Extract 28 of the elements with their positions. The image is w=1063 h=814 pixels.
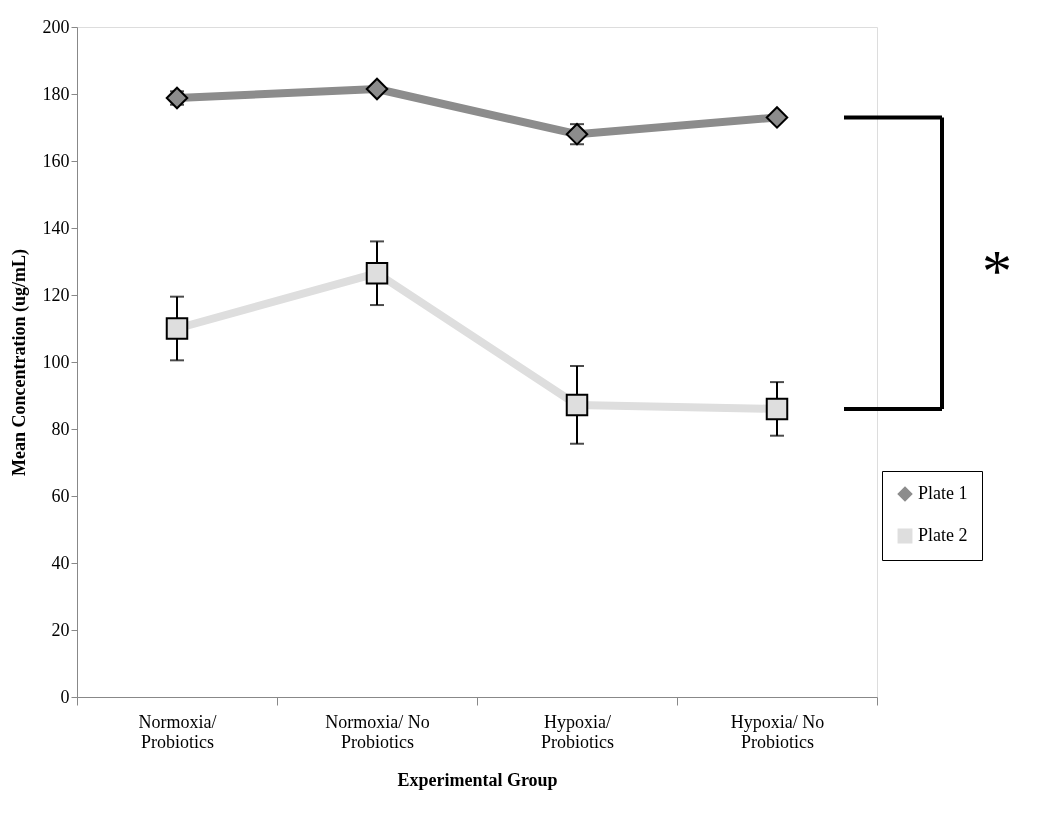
y-tick-label: 120 [42, 284, 70, 305]
y-tick-label: 160 [42, 150, 70, 171]
y-tick-label: 140 [42, 217, 70, 238]
point [365, 261, 389, 285]
point [565, 393, 589, 417]
x-axis-title: Experimental Group [397, 769, 558, 790]
y-tick-label: 40 [51, 552, 70, 573]
y-tick-label: 60 [51, 485, 70, 506]
text: * [982, 238, 1012, 305]
point [165, 317, 189, 340]
x-tick-label: Normoxia/ No Probiotics [325, 711, 430, 752]
legend-label: Plate 2 [918, 525, 968, 545]
legend-label: Plate 1 [918, 483, 968, 503]
x-tick-label: Normoxia/ Probiotics [138, 711, 217, 752]
point [365, 77, 389, 101]
y-tick-label: 200 [42, 16, 70, 37]
point [765, 397, 789, 421]
x-tick-label: Hypoxia/ Probiotics [540, 711, 615, 752]
point [765, 106, 789, 129]
y-tick-label: 80 [51, 418, 70, 439]
y-tick-label: 180 [42, 83, 70, 104]
point [565, 122, 589, 146]
y-tick-label: 100 [42, 351, 70, 372]
y-tick-label: 20 [51, 619, 70, 640]
y-tick-label: 0 [60, 686, 70, 707]
x-tick-label: Hypoxia/ No Probiotics [730, 711, 825, 752]
y-axis-title: Mean Concentration (ug/mL) [8, 249, 30, 476]
point [165, 86, 189, 110]
